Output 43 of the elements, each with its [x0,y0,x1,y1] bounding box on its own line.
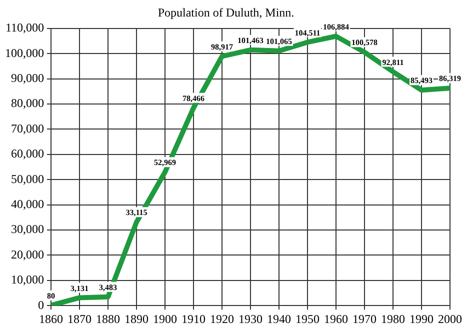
data-label: 3,131 [70,284,88,293]
data-label: 100,578 [352,38,378,48]
data-label: 104,511 [294,28,320,38]
data-label: 101,463 [238,36,264,45]
x-tick-label: 1890 [124,312,148,326]
x-tick-label: 1880 [96,312,120,326]
data-label: 80 [47,291,55,300]
x-tick-label: 1910 [182,312,206,326]
x-tick-label: 1920 [210,312,234,326]
y-tick-label: 10,000 [11,272,44,287]
x-tick-label: 1950 [296,312,320,326]
x-tick-label: 1930 [238,312,262,326]
y-tick-label: 80,000 [11,96,44,110]
data-label: 85,493 [410,76,432,86]
y-tick-label: 20,000 [11,247,44,262]
data-label: 33,115 [126,208,148,218]
y-tick-label: 50,000 [11,172,44,186]
y-tick-label: 30,000 [11,222,44,236]
x-tick-label: 1960 [324,312,348,326]
chart-title: Population of Duluth, Minn. [158,5,294,20]
y-tick-label: 40,000 [11,196,44,211]
data-label: 86,319 [439,74,461,84]
x-tick-label: 1980 [381,312,405,326]
x-tick-label: 2000 [438,312,462,326]
y-tick-label: 0 [38,298,44,312]
data-label: 52,969 [154,158,176,168]
data-label: 92,811 [382,58,404,67]
x-tick-label: 1970 [352,312,376,326]
data-label: 3,483 [99,282,117,292]
data-label: 106,884 [323,22,349,32]
y-tick-label: 70,000 [11,121,44,136]
x-tick-label: 1900 [153,312,177,326]
x-tick-label: 1870 [68,312,92,326]
y-tick-label: 110,000 [5,20,44,35]
x-tick-label: 1990 [410,312,434,326]
data-label: 78,466 [182,94,204,103]
data-label: 98,917 [211,42,233,52]
x-tick-label: 1860 [39,312,63,326]
y-tick-label: 60,000 [11,146,44,161]
x-tick-label: 1940 [267,312,291,326]
y-tick-label: 100,000 [5,46,44,60]
y-tick-label: 90,000 [11,70,44,85]
data-label: 101,065 [266,36,292,46]
